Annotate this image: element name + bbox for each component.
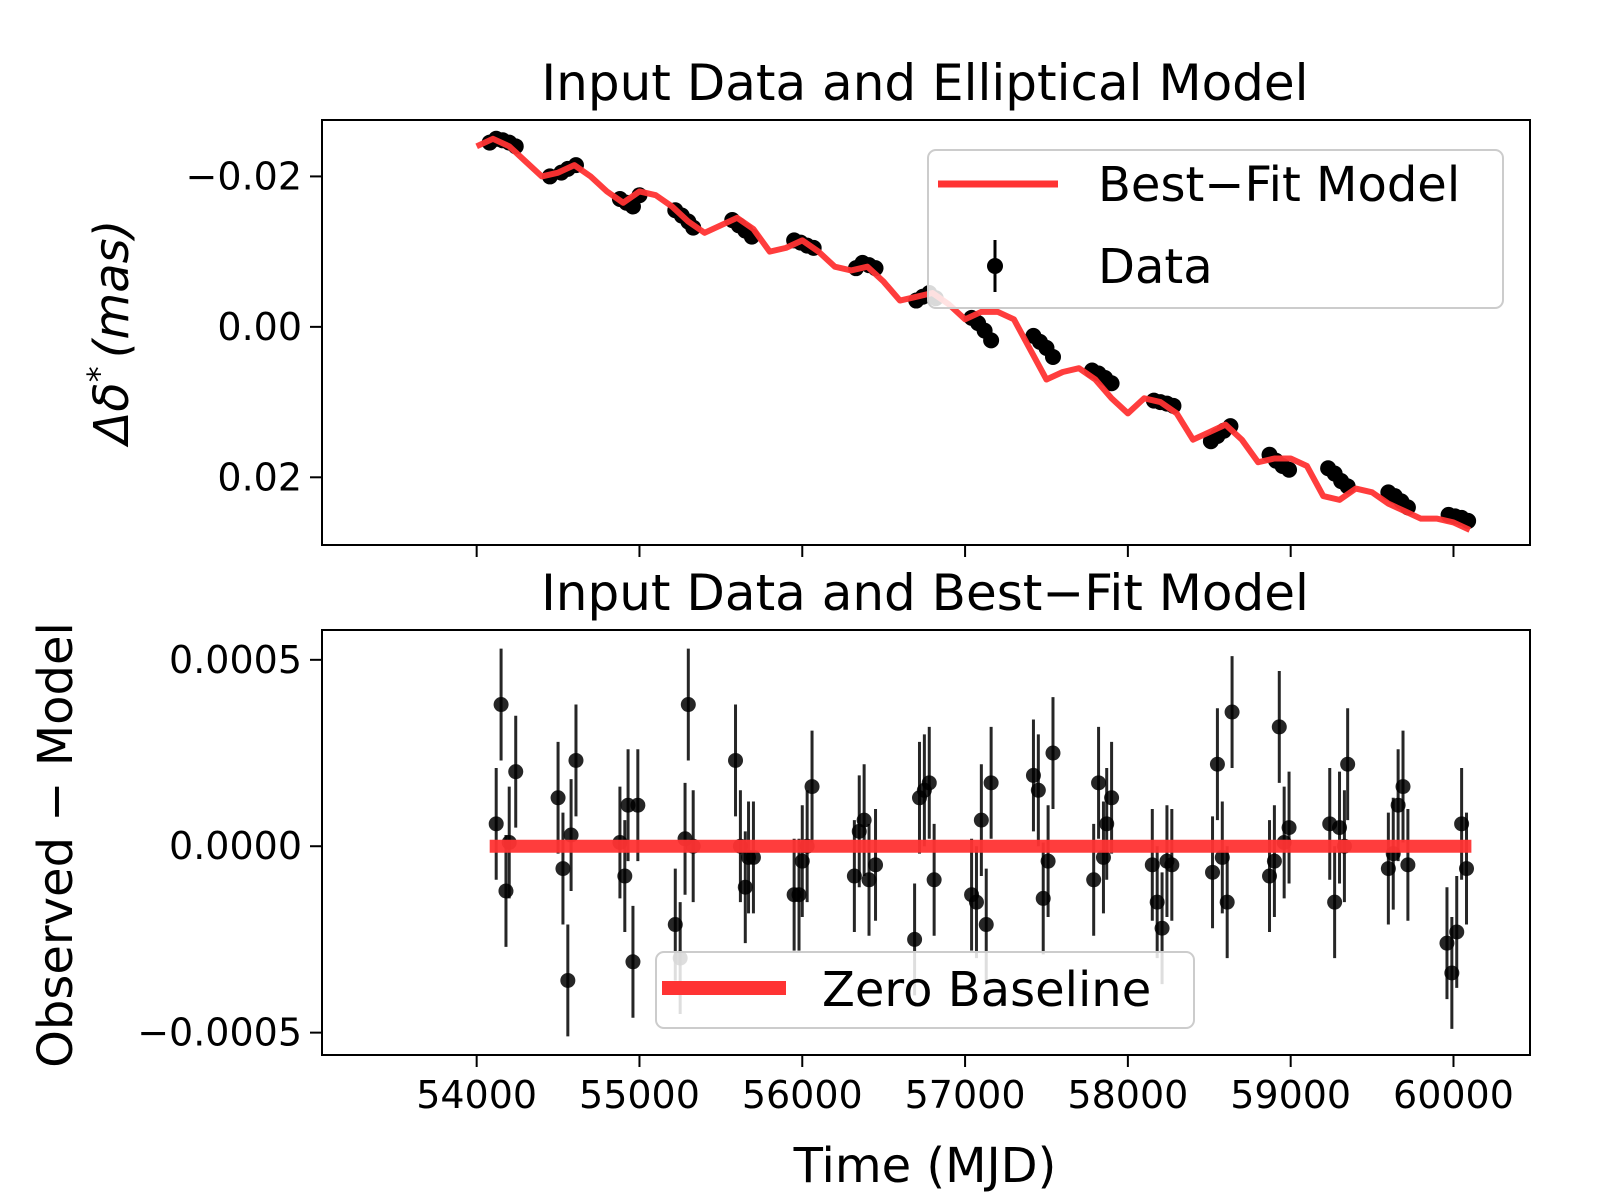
residual-point	[973, 812, 989, 828]
residual-point	[921, 775, 937, 791]
residual-point	[630, 797, 646, 813]
bot-ytick-label: 0.0000	[169, 824, 302, 868]
residual-point	[728, 752, 744, 768]
bot-xtick-label: 54000	[416, 1073, 537, 1117]
residual-point	[1400, 857, 1416, 873]
residual-point	[498, 883, 514, 899]
residual-point	[617, 868, 633, 884]
x-axis-label: Time (MJD)	[793, 1138, 1057, 1194]
top-y-axis-label: Δδ* (mas)	[80, 220, 140, 449]
best-fit-model-line	[475, 135, 1472, 533]
data-point	[1044, 348, 1061, 365]
top-ytick-label: 0.02	[217, 455, 302, 499]
residual-point	[745, 849, 761, 865]
residual-point	[563, 827, 579, 843]
residual-point	[1086, 872, 1102, 888]
bottom-y-axis-label: Observed − Model	[28, 622, 84, 1068]
residual-point	[861, 872, 877, 888]
residual-point	[804, 779, 820, 795]
bot-xtick-label: 57000	[905, 1073, 1026, 1117]
residual-point	[791, 887, 807, 903]
data-point	[1103, 375, 1120, 392]
residual-point	[1327, 894, 1343, 910]
top-ytick-label: 0.00	[217, 305, 302, 349]
residual-point	[560, 972, 576, 988]
top-legend-box	[927, 149, 1504, 309]
bot-xtick-label: 56000	[742, 1073, 863, 1117]
residual-point	[1205, 864, 1221, 880]
residual-point	[488, 816, 504, 832]
residual-point	[1340, 756, 1356, 772]
residual-point	[1154, 920, 1170, 936]
bot-xtick-label: 59000	[1230, 1073, 1351, 1117]
top-legend-data-marker	[987, 258, 1003, 274]
bottom-legend-baseline-label: Zero Baseline	[822, 962, 1151, 1018]
residual-point	[493, 697, 509, 713]
residual-point	[1091, 775, 1107, 791]
bot-xtick-label: 58000	[1067, 1073, 1188, 1117]
residual-point	[680, 697, 696, 713]
top-panel-title: Input Data and Elliptical Model	[541, 54, 1308, 112]
residual-point	[1224, 704, 1240, 720]
bottom-legend-box	[655, 951, 1195, 1029]
top-y-axis-label-prefix: Δδ	[84, 382, 140, 448]
residual-point	[926, 872, 942, 888]
residual-point	[868, 857, 884, 873]
residual-point	[625, 954, 641, 970]
residual-point	[1281, 820, 1297, 836]
residual-point	[1040, 853, 1056, 869]
top-y-axis-label-sup: *	[80, 366, 118, 382]
top-panel: Input Data and Elliptical Model −0.02 0.0…	[80, 54, 1531, 557]
bottom-plot-frame	[321, 629, 1531, 1056]
residual-point	[568, 752, 584, 768]
residual-point	[968, 894, 984, 910]
bot-xtick-label: 60000	[1393, 1073, 1514, 1117]
residual-point	[1045, 745, 1061, 761]
residual-point	[508, 764, 524, 780]
bottom-panel: Input Data and Best−Fit Model 0.0005 0.00…	[28, 564, 1531, 1194]
top-plot-frame	[321, 119, 1531, 546]
residual-point	[1219, 894, 1235, 910]
data-point	[1281, 461, 1298, 478]
top-ytick-label: −0.02	[186, 154, 302, 198]
bot-ytick-label: 0.0005	[169, 638, 302, 682]
residual-point	[1164, 857, 1180, 873]
residual-point	[737, 879, 753, 895]
residual-point	[1209, 756, 1225, 772]
residual-point	[1104, 790, 1120, 806]
top-legend-model-label: Best−Fit Model	[1098, 157, 1460, 213]
residual-point	[1459, 861, 1475, 877]
data-point	[983, 332, 1000, 349]
top-legend: Best−Fit Model Data	[927, 149, 1504, 309]
bot-ytick-label: −0.0005	[137, 1011, 302, 1055]
residual-point	[983, 775, 999, 791]
top-y-axis-label-unit: (mas)	[84, 220, 140, 359]
bottom-panel-title: Input Data and Best−Fit Model	[541, 564, 1309, 622]
bot-xtick-label: 55000	[579, 1073, 700, 1117]
residual-point	[1395, 779, 1411, 795]
residual-point	[1271, 719, 1287, 735]
residual-point	[1030, 782, 1046, 798]
residual-point	[978, 917, 994, 933]
residual-point	[907, 931, 923, 947]
residual-point	[1266, 853, 1282, 869]
residual-point	[550, 790, 566, 806]
residual-point	[555, 861, 571, 877]
residual-point	[1449, 924, 1465, 940]
bottom-legend: Zero Baseline	[655, 951, 1195, 1029]
top-legend-data-label: Data	[1098, 239, 1213, 295]
